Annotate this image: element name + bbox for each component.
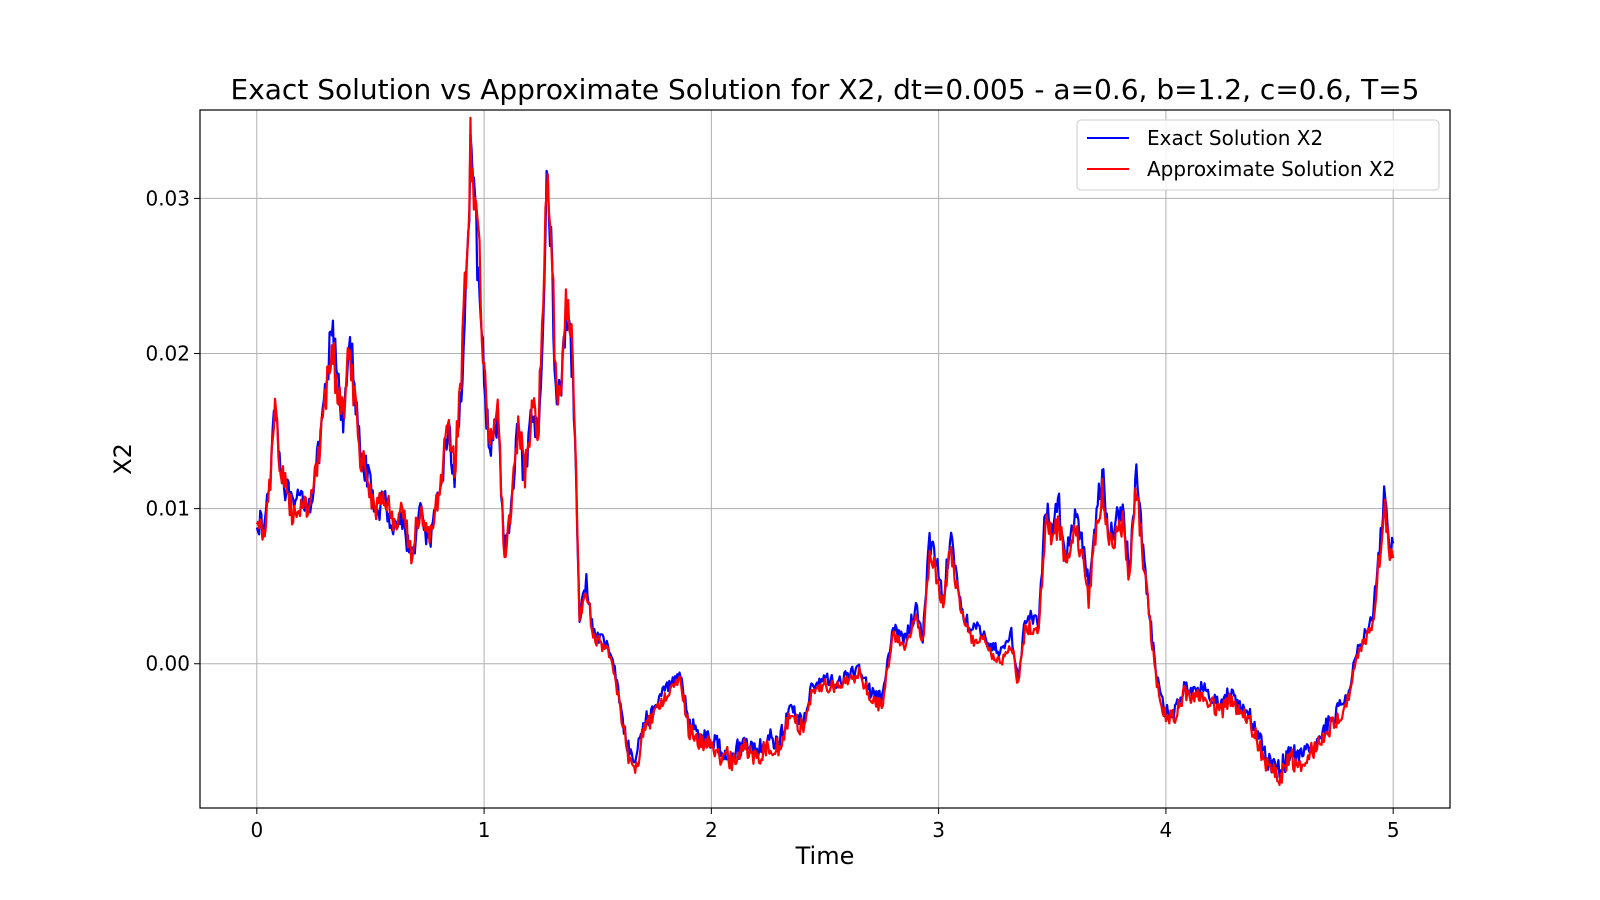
x-tick-label: 2 xyxy=(705,818,718,842)
legend-box xyxy=(1076,119,1440,191)
x-tick-label: 1 xyxy=(478,818,491,842)
x-tick-label: 4 xyxy=(1160,818,1173,842)
y-axis-title: X2 xyxy=(109,443,137,475)
y-tick-label: 0.03 xyxy=(145,186,190,210)
axis-ticks: 0 1 2 3 4 5 0.00 0.01 0.02 0.03 xyxy=(145,186,1399,842)
plot-frame xyxy=(199,109,1451,809)
chart-title: Exact Solution vs Approximate Solution f… xyxy=(231,73,1420,106)
y-tick-label: 0.00 xyxy=(145,652,190,676)
x-axis-title: Time xyxy=(795,842,855,870)
x-tick-label: 0 xyxy=(250,818,263,842)
y-tick-label: 0.02 xyxy=(145,342,190,366)
x-tick-label: 3 xyxy=(932,818,945,842)
legend-label-exact: Exact Solution X2 xyxy=(1147,126,1323,150)
legend: Exact Solution X2 Approximate Solution X… xyxy=(1076,119,1440,191)
series-line-approximate xyxy=(255,116,1395,787)
y-tick-label: 0.01 xyxy=(145,497,190,521)
legend-label-approximate: Approximate Solution X2 xyxy=(1147,157,1395,181)
x-tick-label: 5 xyxy=(1387,818,1400,842)
plot-series xyxy=(255,116,1395,787)
grid-lines xyxy=(200,110,1450,808)
